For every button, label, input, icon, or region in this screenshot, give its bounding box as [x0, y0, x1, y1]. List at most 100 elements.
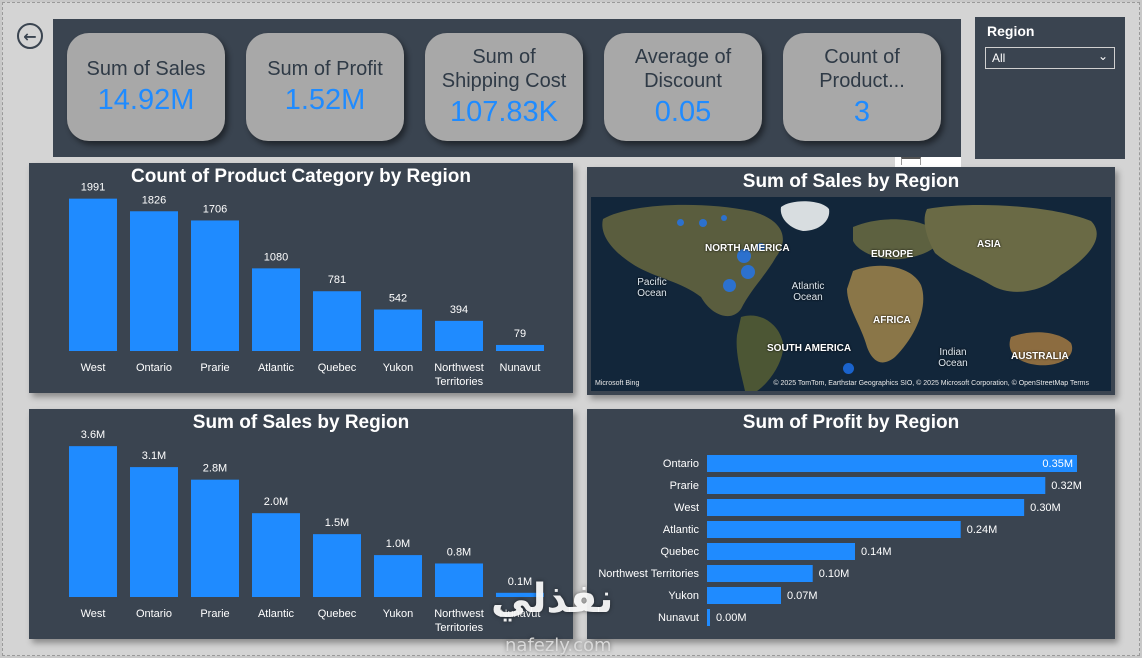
kpi-card-sales[interactable]: Sum of Sales 14.92M	[67, 33, 225, 141]
map-label-asia: ASIA	[977, 239, 1001, 250]
category-label: Prarie	[670, 480, 699, 492]
map-bubble[interactable]	[741, 265, 755, 279]
data-label: 0.8M	[447, 546, 471, 558]
chart-sales-by-region[interactable]: Sum of Sales by Region 3.6M West 3.1M Ontar…	[29, 409, 573, 639]
bing-logo: Microsoft Bing	[595, 380, 640, 387]
chart-count-by-region[interactable]: Count of Product Category by Region 1991…	[29, 163, 573, 393]
kpi-card-shipping-cost[interactable]: Sum of Shipping Cost 107.83K	[425, 33, 583, 141]
data-label: 1.5M	[325, 517, 349, 529]
map-bubble[interactable]	[737, 249, 751, 263]
data-label: 0.14M	[861, 546, 892, 558]
kpi-value: 3	[853, 96, 871, 128]
bar[interactable]	[69, 198, 117, 351]
category-label: Northwest	[434, 362, 484, 374]
bar[interactable]	[707, 521, 961, 538]
chart-title: Count of Product Category by Region	[131, 166, 471, 187]
kpi-card-profit[interactable]: Sum of Profit 1.52M	[246, 33, 404, 141]
bar[interactable]	[191, 479, 239, 597]
bar[interactable]	[435, 563, 483, 597]
map-bubble[interactable]	[843, 363, 854, 374]
chart-profit-by-region[interactable]: Sum of Profit by Region Ontario 0.35M Prar…	[587, 409, 1115, 639]
hbar-chart-svg: Ontario 0.35M Prarie 0.32M West 0.30M Atlantic…	[598, 455, 1082, 626]
map-canvas[interactable]: NORTH AMERICA EUROPE ASIA AFRICA SOUTH A…	[591, 197, 1111, 391]
data-label: 0.35M	[1042, 458, 1073, 470]
land-north-america	[602, 204, 783, 317]
data-label: 1991	[81, 182, 105, 194]
kpi-value: 14.92M	[97, 84, 195, 116]
bar-chart-svg: 1991 West 1826 Ontario 1706 Prarie 1080 Atlanti…	[69, 182, 544, 388]
bar[interactable]	[707, 587, 781, 604]
map-credit[interactable]: © 2025 TomTom, Earthstar Geographics SIO…	[773, 380, 1089, 387]
chevron-down-icon: ⌄	[1097, 49, 1108, 63]
map-bubble[interactable]	[699, 219, 707, 227]
kpi-strip: Sum of Sales 14.92M Sum of Profit 1.52M …	[53, 19, 961, 157]
bar[interactable]	[313, 534, 361, 597]
data-label: 79	[514, 328, 526, 340]
bar[interactable]	[374, 309, 422, 351]
filter-tab[interactable]	[895, 157, 961, 167]
bar[interactable]	[435, 320, 483, 351]
category-label: Quebec	[318, 362, 357, 374]
data-label: 0.07M	[787, 590, 818, 602]
map-bubble[interactable]	[723, 279, 736, 292]
kpi-card-product-count[interactable]: Count of Product... 3	[783, 33, 941, 141]
kpi-label: Average of Discount	[634, 46, 732, 92]
category-label: Atlantic	[258, 362, 295, 374]
bar[interactable]	[707, 609, 710, 626]
map-bubble[interactable]	[677, 219, 684, 226]
bar-chart-svg: 3.6M West 3.1M Ontario 2.8M Prarie 2.0M Atlanti…	[69, 429, 544, 634]
category-label: Atlantic	[258, 608, 295, 620]
bar[interactable]	[374, 555, 422, 597]
data-label: 3.1M	[142, 450, 166, 462]
bar[interactable]	[130, 467, 178, 597]
back-arrow-icon[interactable]: ←	[17, 23, 43, 49]
map-bubble[interactable]	[757, 243, 765, 251]
map-sales-by-region[interactable]: Sum of Sales by Region NORTH AMERICA EUR…	[587, 167, 1115, 395]
data-label: 0.32M	[1051, 480, 1082, 492]
category-label: Ontario	[136, 362, 172, 374]
bar[interactable]	[707, 455, 1077, 472]
watermark-latin: nafezly.com	[505, 635, 612, 656]
category-label: Prarie	[200, 362, 229, 374]
data-label: 1826	[142, 194, 166, 206]
category-label: Northwest	[434, 608, 484, 620]
bar[interactable]	[707, 565, 813, 582]
category-label: Prarie	[200, 608, 229, 620]
data-label: 0.00M	[716, 612, 747, 624]
kpi-value: 1.52M	[284, 84, 366, 116]
kpi-value: 107.83K	[449, 96, 559, 128]
map-label-australia: AUSTRALIA	[1011, 351, 1069, 362]
data-label: 394	[450, 304, 468, 316]
bar[interactable]	[496, 592, 544, 597]
bar[interactable]	[191, 220, 239, 351]
kpi-label: Sum of Profit	[267, 58, 383, 80]
bar[interactable]	[252, 513, 300, 597]
bar[interactable]	[313, 291, 361, 351]
data-label: 0.1M	[508, 576, 532, 588]
map-label-south-america: SOUTH AMERICA	[767, 343, 852, 354]
land-greenland	[780, 201, 830, 231]
kpi-card-discount[interactable]: Average of Discount 0.05	[604, 33, 762, 141]
bar[interactable]	[707, 499, 1025, 516]
chart-title: Sum of Sales by Region	[192, 412, 410, 433]
map-bubble[interactable]	[721, 215, 727, 221]
bar[interactable]	[130, 211, 178, 351]
region-slicer: Region All ⌄	[975, 17, 1125, 159]
bar[interactable]	[707, 477, 1046, 494]
data-label: 0.24M	[967, 524, 998, 536]
category-label: Nunavut	[658, 612, 699, 624]
kpi-label: Sum of Shipping Cost	[441, 46, 567, 92]
bar[interactable]	[252, 268, 300, 351]
bar[interactable]	[69, 446, 117, 597]
data-label: 542	[389, 293, 407, 305]
region-dropdown[interactable]: All ⌄	[985, 47, 1115, 69]
data-label: 781	[328, 274, 346, 286]
data-label: 2.0M	[264, 496, 288, 508]
bar[interactable]	[707, 543, 855, 560]
data-label: 2.8M	[203, 463, 227, 475]
category-label: Territories	[435, 376, 484, 388]
data-label: 0.30M	[1030, 502, 1061, 514]
land-australia	[1009, 332, 1073, 366]
bar[interactable]	[496, 344, 544, 351]
